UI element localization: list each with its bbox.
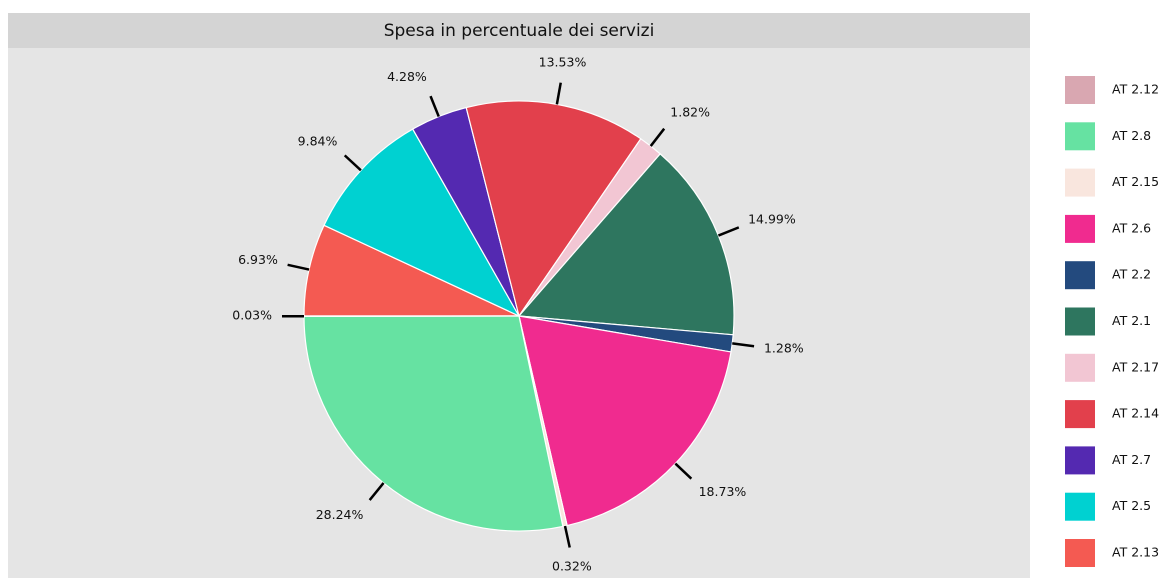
legend-key — [1065, 354, 1095, 382]
legend-label: AT 2.15 — [1112, 174, 1159, 189]
legend-label: AT 2.13 — [1112, 545, 1159, 560]
legend-label: AT 2.8 — [1112, 128, 1151, 143]
legend-key — [1065, 261, 1095, 289]
legend-label: AT 2.2 — [1112, 267, 1151, 282]
legend-label: AT 2.5 — [1112, 498, 1151, 513]
legend-label: AT 2.12 — [1112, 82, 1159, 97]
data-label: 1.28% — [764, 340, 804, 355]
chart-title: Spesa in percentuale dei servizi — [384, 21, 655, 41]
legend-label: AT 2.14 — [1112, 406, 1159, 421]
data-label: 18.73% — [699, 484, 747, 499]
legend-key — [1065, 215, 1095, 243]
data-label: 13.53% — [539, 55, 587, 70]
data-label: 9.84% — [298, 133, 338, 148]
legend-key — [1065, 539, 1095, 567]
data-label: 0.03% — [232, 308, 272, 323]
data-label: 0.32% — [552, 559, 592, 574]
legend-key — [1065, 169, 1095, 197]
legend-label: AT 2.17 — [1112, 359, 1159, 374]
legend-key — [1065, 308, 1095, 336]
legend-label: AT 2.7 — [1112, 452, 1151, 467]
data-label: 28.24% — [316, 507, 364, 522]
legend-key — [1065, 76, 1095, 104]
data-label: 1.82% — [670, 104, 710, 119]
data-label: 14.99% — [748, 211, 796, 226]
legend-key — [1065, 400, 1095, 428]
data-label: 4.28% — [387, 69, 427, 84]
legend-key — [1065, 122, 1095, 150]
legend-label: AT 2.6 — [1112, 220, 1151, 235]
data-label: 6.93% — [238, 252, 278, 267]
legend-key — [1065, 446, 1095, 474]
legend-key — [1065, 493, 1095, 521]
legend-label: AT 2.1 — [1112, 313, 1151, 328]
